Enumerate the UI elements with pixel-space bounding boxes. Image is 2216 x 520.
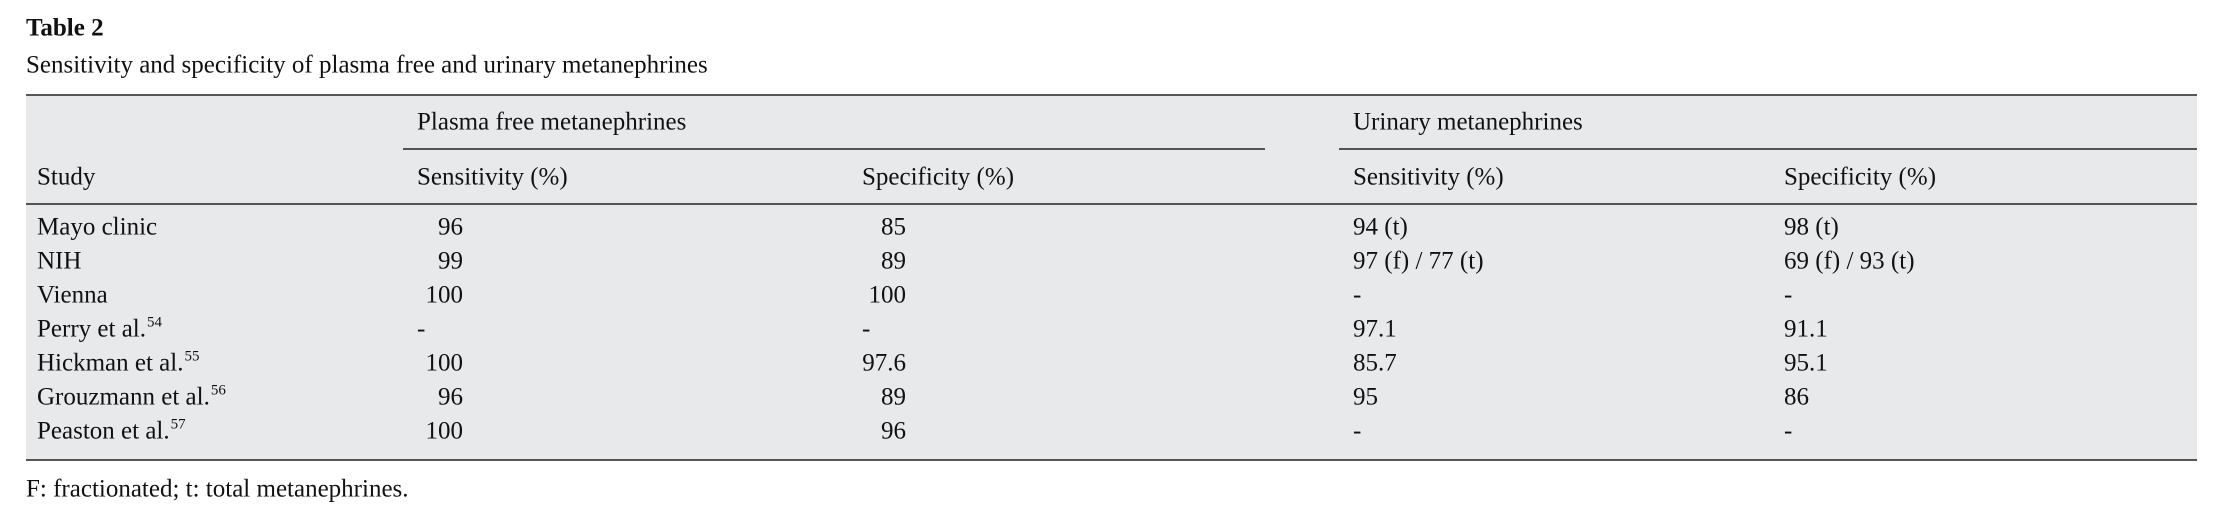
cell: 95.1: [1784, 350, 1828, 377]
reference-superscript: 57: [171, 416, 187, 432]
cell: 85.7: [1353, 350, 1397, 377]
cell: -: [1353, 282, 1361, 309]
cell: -: [1784, 418, 1792, 445]
cell: 100: [869, 282, 907, 309]
cell: 89: [881, 248, 906, 275]
study-name: Vienna: [37, 282, 108, 309]
column-header: Specificity (%): [1784, 164, 1936, 191]
cell: 96: [438, 214, 463, 241]
study-name: Grouzmann et al.: [37, 384, 210, 411]
footnote: F: fractionated; t: total metanephrines.: [26, 476, 409, 503]
column-header: Sensitivity (%): [1353, 164, 1504, 191]
group-header: Plasma free metanephrines: [417, 109, 686, 136]
table-caption: Sensitivity and specificity of plasma fr…: [26, 52, 708, 79]
cell: 99: [438, 248, 463, 275]
cell: 96: [881, 418, 906, 445]
cell: 89: [881, 384, 906, 411]
cell: 86: [1784, 384, 1809, 411]
column-header: Sensitivity (%): [417, 164, 568, 191]
cell: 97.1: [1353, 316, 1397, 343]
study-name: Mayo clinic: [37, 214, 157, 241]
cell: 85: [881, 214, 906, 241]
cell: 96: [438, 384, 463, 411]
reference-superscript: 56: [211, 382, 227, 398]
study-name: Hickman et al.: [37, 350, 183, 377]
table-title: Table 2: [26, 15, 104, 42]
study-name: Peaston et al.: [37, 418, 170, 445]
cell: 100: [426, 350, 464, 377]
cell: 69 (f) / 93 (t): [1784, 248, 1915, 275]
cell: 100: [426, 282, 464, 309]
cell: -: [417, 316, 425, 343]
cell: -: [1353, 418, 1361, 445]
cell: 100: [426, 418, 464, 445]
cell: 97.6: [862, 350, 906, 377]
cell: -: [862, 316, 870, 343]
study-name: Perry et al.: [37, 316, 146, 343]
cell: 98 (t): [1784, 214, 1839, 241]
cell: -: [1784, 282, 1792, 309]
cell: 97 (f) / 77 (t): [1353, 248, 1484, 275]
group-header: Urinary metanephrines: [1353, 109, 1583, 136]
cell: 95: [1353, 384, 1378, 411]
study-name: NIH: [37, 248, 81, 275]
cell: 91.1: [1784, 316, 1828, 343]
column-header: Study: [37, 164, 96, 191]
cell: 94 (t): [1353, 214, 1408, 241]
reference-superscript: 55: [184, 348, 199, 364]
column-header: Specificity (%): [862, 164, 1014, 191]
table-background: [26, 95, 2197, 460]
reference-superscript: 54: [147, 314, 163, 330]
